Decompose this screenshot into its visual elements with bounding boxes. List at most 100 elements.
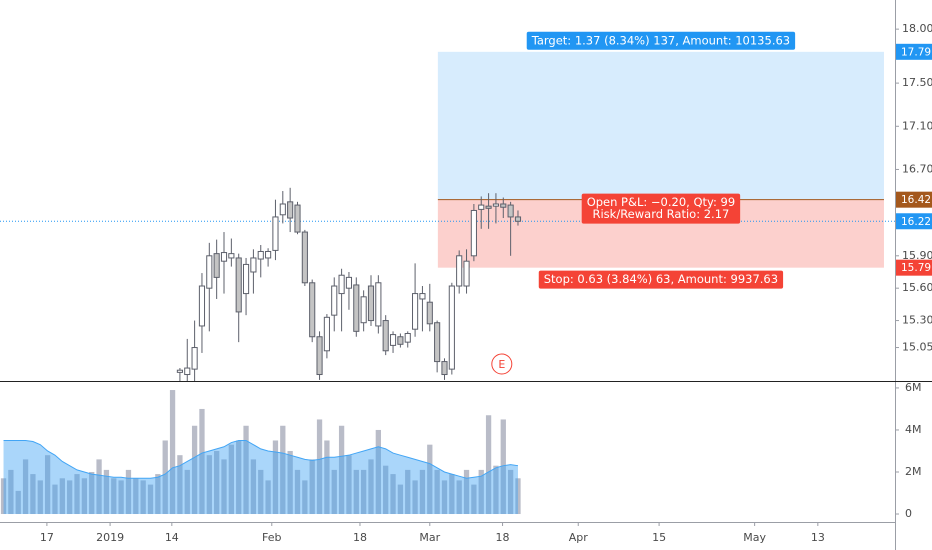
volume-bar	[15, 490, 21, 515]
candle-body	[184, 367, 191, 376]
candle-body	[316, 336, 323, 376]
candle-body	[206, 255, 213, 289]
candle-body	[397, 336, 404, 345]
volume-bar	[493, 465, 499, 515]
volume-bar	[331, 469, 337, 515]
target-label: Target: 1.37 (8.34%) 137, Amount: 10135.…	[526, 31, 796, 50]
volume-bar	[471, 484, 477, 515]
candle-body	[323, 316, 330, 352]
candle-body	[448, 285, 455, 370]
volume-bar	[155, 474, 161, 515]
volume-bar	[294, 469, 301, 515]
volume-bar	[434, 469, 440, 515]
volume-bar	[236, 440, 242, 515]
candle-body	[228, 253, 235, 259]
volume-ma-line	[3, 439, 519, 479]
candle-body	[287, 201, 294, 219]
volume-bar	[169, 390, 176, 515]
volume-bar	[478, 469, 484, 515]
volume-bar	[37, 480, 43, 515]
x-tick-label: 13	[811, 531, 825, 544]
x-tick-label: May	[743, 531, 766, 544]
volume-bar	[8, 469, 14, 515]
candle-body	[294, 204, 301, 233]
y-tick-label: 16.70	[902, 162, 932, 175]
volume-bar	[199, 408, 205, 515]
volume-bar	[44, 455, 51, 515]
volume-bar	[89, 471, 95, 515]
volume-bar	[412, 480, 418, 515]
event-label: E	[498, 358, 505, 371]
x-tick-label: Apr	[569, 531, 589, 544]
volume-bar	[103, 469, 110, 515]
volume-bar	[397, 484, 404, 515]
volume-bar	[463, 469, 470, 515]
x-tick-label: 18	[353, 531, 367, 544]
volume-bar	[214, 450, 220, 515]
volume-bar	[59, 478, 65, 515]
volume-bar	[360, 469, 367, 515]
entry-tag	[896, 191, 932, 208]
candle-body	[198, 285, 206, 327]
volume-bar	[22, 459, 29, 515]
volume-bar	[52, 484, 58, 515]
volume-bar	[81, 478, 88, 515]
volume-bar	[309, 459, 315, 515]
target-label-box	[526, 31, 796, 50]
stop-label-box	[538, 270, 784, 289]
candle-body	[331, 285, 338, 316]
y-tick-label: 15.90	[902, 249, 932, 262]
candle-body	[367, 285, 375, 322]
candle-body	[500, 203, 507, 208]
y-tick-label: 2M	[905, 465, 922, 478]
pnl-label-text: Risk/Reward Ratio: 2.17	[592, 207, 729, 221]
y-tick-label: 4M	[905, 423, 922, 436]
stop-label-text: Stop: 0.63 (3.84%) 63, Amount: 9937.63	[544, 272, 778, 286]
x-tick-label: 14	[165, 531, 179, 544]
volume-bar	[118, 480, 124, 515]
y-tick-label: 15.05	[902, 341, 932, 354]
candle-body	[419, 293, 426, 300]
volume-bar	[133, 478, 139, 515]
y-tick-label: 17.50	[902, 76, 932, 89]
volume-bar	[485, 415, 492, 515]
candle-body	[478, 204, 485, 210]
volume-bar	[258, 469, 264, 515]
volume-bar	[500, 419, 506, 515]
last-price-tag	[896, 213, 932, 230]
volume-bar	[507, 469, 514, 515]
candle-body	[382, 320, 389, 352]
volume-bar	[177, 455, 183, 515]
volume-bar	[206, 455, 212, 515]
candle-body	[441, 361, 448, 376]
volume-bar	[419, 469, 426, 515]
volume-bar	[390, 474, 396, 515]
x-tick-label: 18	[496, 531, 510, 544]
y-tick-label: 0	[905, 507, 912, 520]
volume-bar	[316, 419, 323, 515]
volume-bar	[441, 480, 448, 515]
volume-bar	[515, 478, 521, 515]
volume-bar	[353, 469, 359, 515]
volume-bar	[111, 478, 117, 515]
volume-bar	[67, 480, 73, 515]
candle-body	[492, 203, 500, 207]
candle-body	[514, 216, 522, 222]
volume-bar	[272, 440, 279, 515]
x-tick-label: 2019	[96, 531, 124, 544]
volume-bar	[265, 480, 271, 515]
volume-bar	[228, 444, 235, 515]
candle-body	[389, 334, 397, 346]
stop-tag-label: 15.79	[901, 262, 931, 274]
candle-body	[257, 250, 264, 260]
candle-body	[345, 276, 353, 289]
volume-bar	[250, 459, 257, 515]
stop-tag	[896, 259, 932, 276]
candle-body	[507, 204, 514, 218]
y-tick-label: 17.10	[902, 119, 932, 132]
event-marker	[491, 353, 513, 375]
x-tick-label: Feb	[262, 531, 281, 544]
price-pane: E Target: 1.37 (8.34%) 137, Amount: 10135…	[0, 31, 895, 381]
volume-bar	[383, 465, 389, 515]
